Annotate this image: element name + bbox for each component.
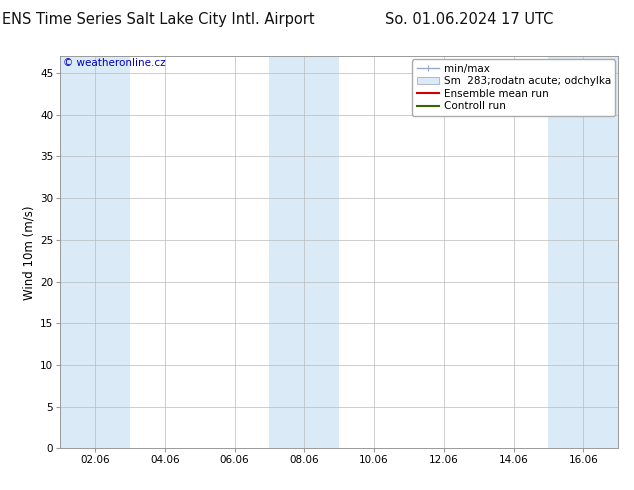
Bar bbox=[548, 56, 618, 448]
Legend: min/max, Sm  283;rodatn acute; odchylka, Ensemble mean run, Controll run: min/max, Sm 283;rodatn acute; odchylka, … bbox=[412, 59, 615, 116]
Text: So. 01.06.2024 17 UTC: So. 01.06.2024 17 UTC bbox=[385, 12, 553, 27]
Text: © weatheronline.cz: © weatheronline.cz bbox=[63, 58, 165, 68]
Text: ENS Time Series Salt Lake City Intl. Airport: ENS Time Series Salt Lake City Intl. Air… bbox=[2, 12, 315, 27]
Bar bbox=[269, 56, 339, 448]
Bar bbox=[60, 56, 130, 448]
Y-axis label: Wind 10m (m/s): Wind 10m (m/s) bbox=[23, 205, 36, 299]
